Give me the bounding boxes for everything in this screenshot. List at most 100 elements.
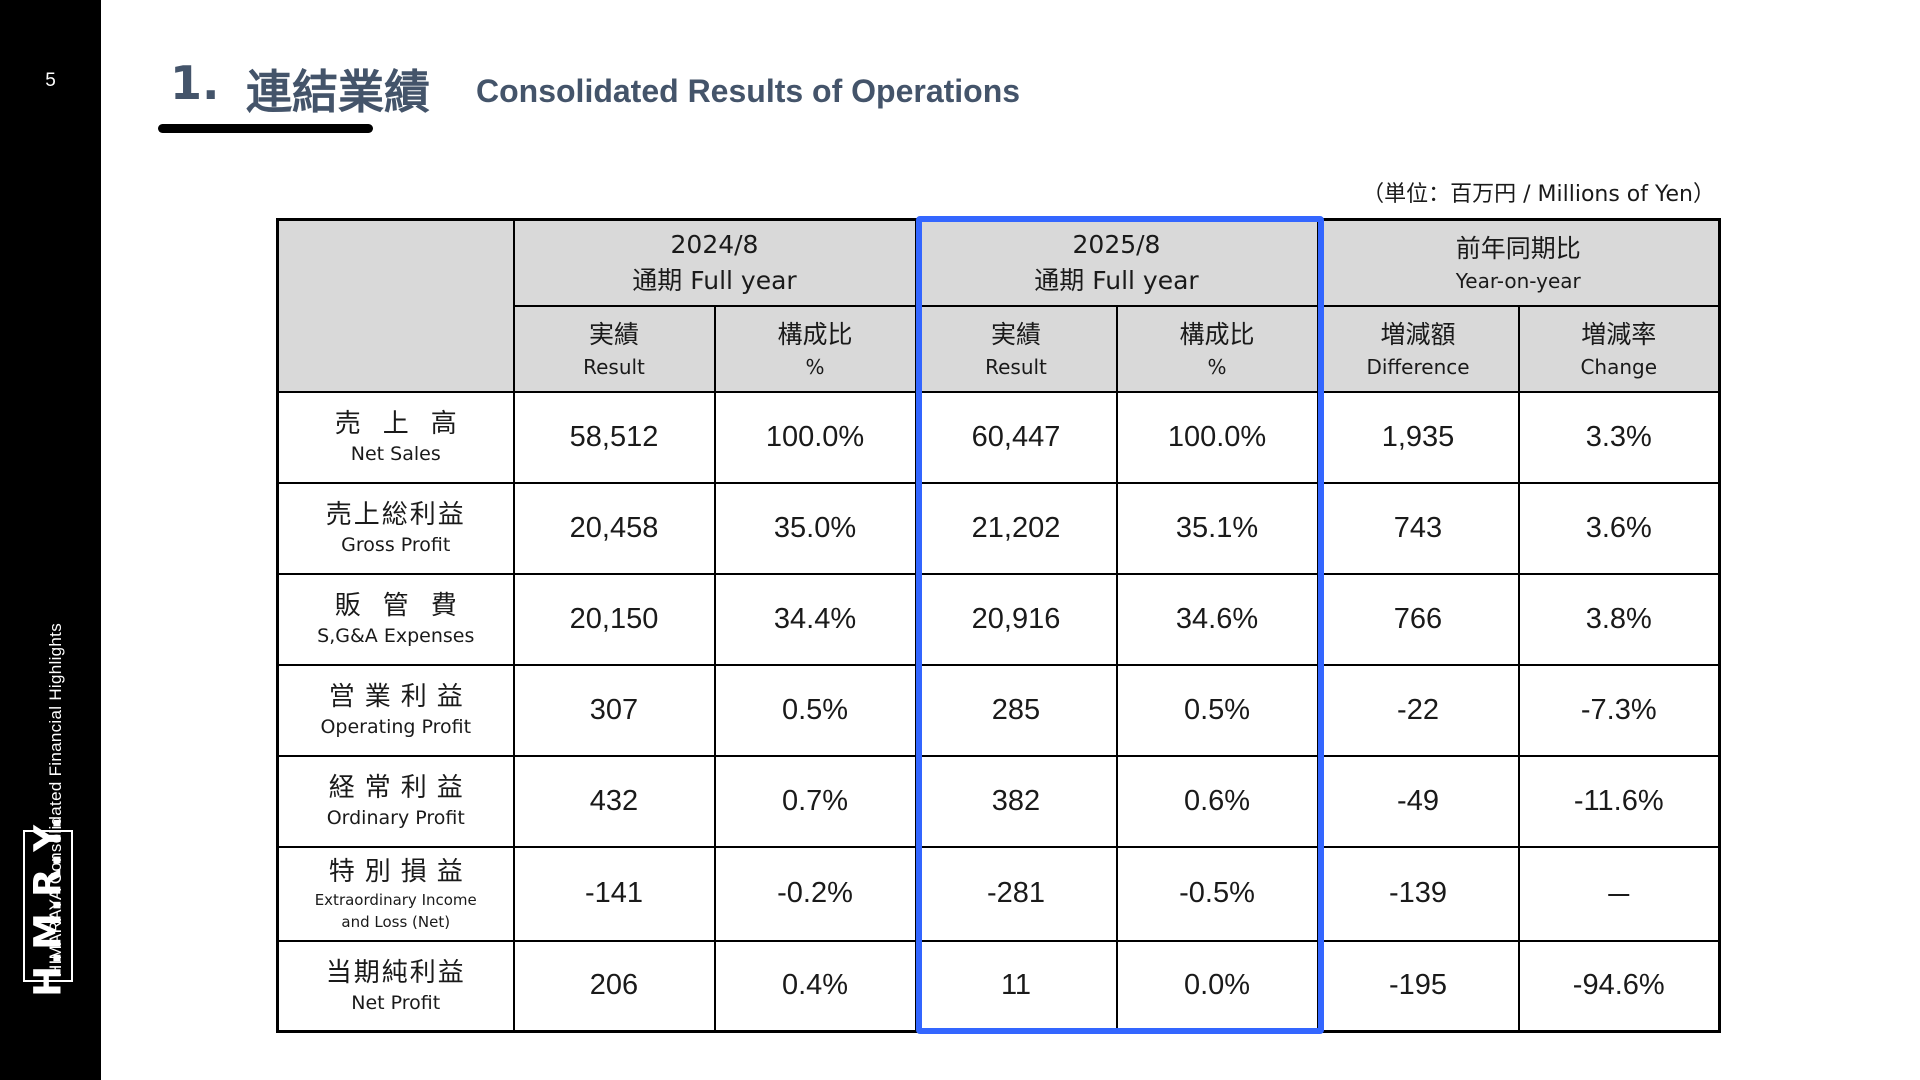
subheader-difference: 増減額 Difference [1316, 304, 1520, 393]
sidebar: 5 HIMARAYA Consolidated Financial Highli… [0, 0, 101, 1080]
subheader-ratio-2024: 構成比% [713, 304, 917, 393]
cell-ratio-2025: 0.5% [1115, 663, 1319, 757]
cell-change: － [1517, 845, 1721, 942]
cell-result-2025: 21,202 [914, 481, 1118, 575]
subheader-en: Result [583, 354, 645, 379]
cell-ratio-2025: 34.6% [1115, 572, 1319, 666]
cell-ratio-2024: 0.5% [713, 663, 917, 757]
cell-change: 3.3% [1517, 390, 1721, 484]
group-label: 通期 Full year [632, 265, 797, 295]
subheader-result-2025: 実績 Result [914, 304, 1118, 393]
subheader-ja: 増減額 [1380, 319, 1456, 349]
cell-ratio-2024: 0.4% [713, 939, 917, 1033]
cell-result-2024: 206 [512, 939, 716, 1033]
cell-difference: -22 [1316, 663, 1520, 757]
cell-difference: -139 [1316, 845, 1520, 942]
row-label-ja: 特別損益 [328, 856, 473, 887]
cell-result-2025: 60,447 [914, 390, 1118, 484]
cell-result-2025: -281 [914, 845, 1118, 942]
cell-result-2024: 307 [512, 663, 716, 757]
cell-result-2025: 382 [914, 754, 1118, 848]
subheader-ja: 構成比 [777, 319, 853, 349]
row-label-en: Extraordinary Income and Loss (Net) [314, 890, 477, 931]
cell-result-2025: 285 [914, 663, 1118, 757]
subheader-en: Difference [1366, 354, 1470, 379]
cell-ratio-2024: 35.0% [713, 481, 917, 575]
cell-difference: -49 [1316, 754, 1520, 848]
table-row: 経常利益 Ordinary Profit 432 0.7% 382 0.6% -4… [276, 754, 1721, 848]
subheader-ja: 構成比 [1179, 319, 1255, 349]
cell-result-2025: 11 [914, 939, 1118, 1033]
title-japanese: 連結業績 [246, 65, 430, 119]
subheader-ja: 実績 [990, 319, 1041, 349]
subheader-en: % [1207, 354, 1227, 379]
subheader-ja: 増減率 [1581, 319, 1657, 349]
cell-ratio-2024: 0.7% [713, 754, 917, 848]
row-label-ja: 当期純利益 [325, 957, 466, 988]
cell-ratio-2025: 0.0% [1115, 939, 1319, 1033]
cell-result-2024: 432 [512, 754, 716, 848]
row-label-ja: 営業利益 [328, 682, 473, 712]
cell-difference: 1,935 [1316, 390, 1520, 484]
group-header-2025: 2025/8 通期 Full year [914, 218, 1319, 307]
cell-change: -94.6% [1517, 939, 1721, 1033]
page-number: 5 [45, 70, 56, 91]
table-row: 特別損益 Extraordinary Income and Loss (Net) … [276, 845, 1721, 942]
group-header-yoy: 前年同期比 Year-on-year [1316, 218, 1721, 307]
table-row: 営業利益 Operating Profit 307 0.5% 285 0.5% -… [276, 663, 1721, 757]
group-label: 通期 Full year [1034, 265, 1199, 295]
group-period: 前年同期比 [1455, 233, 1581, 263]
table-row: 販管費 S,G&A Expenses 20,150 34.4% 20,916 34… [276, 572, 1721, 666]
subheader-result-2024: 実績 Result [512, 304, 716, 393]
cell-ratio-2024: 34.4% [713, 572, 917, 666]
row-label-ja: 経常利益 [328, 773, 473, 803]
cell-difference: 743 [1316, 481, 1520, 575]
section-number: 1. [170, 56, 220, 110]
company-logo: H.M.R.Y. [23, 815, 73, 997]
logo-text: H.M.R.Y. [26, 815, 70, 997]
row-label-en: Ordinary Profit [326, 807, 465, 829]
cell-result-2024: -141 [512, 845, 716, 942]
table-row: 売上総利益 Gross Profit 20,458 35.0% 21,202 35… [276, 481, 1721, 575]
cell-change: 3.8% [1517, 572, 1721, 666]
row-label-en: Net Sales [350, 443, 441, 465]
row-label-ja: 売上総利益 [325, 500, 466, 530]
cell-change: -11.6% [1517, 754, 1721, 848]
row-label-ja: 売上高 [334, 409, 479, 439]
group-period: 2025/8 [1072, 229, 1161, 259]
row-label: 売上総利益 Gross Profit [276, 481, 515, 575]
row-label-en: Net Profit [351, 991, 441, 1014]
row-label: 販管費 S,G&A Expenses [276, 572, 515, 666]
row-label: 売上高 Net Sales [276, 390, 515, 484]
cell-result-2024: 20,458 [512, 481, 716, 575]
row-label: 営業利益 Operating Profit [276, 663, 515, 757]
row-label-en: Operating Profit [320, 716, 472, 738]
cell-ratio-2025: 0.6% [1115, 754, 1319, 848]
table-row: 売上高 Net Sales 58,512 100.0% 60,447 100.0%… [276, 390, 1721, 484]
cell-ratio-2025: 100.0% [1115, 390, 1319, 484]
cell-difference: 766 [1316, 572, 1520, 666]
corner-header [276, 218, 515, 393]
row-label-en: Gross Profit [341, 534, 451, 556]
cell-ratio-2024: 100.0% [713, 390, 917, 484]
cell-result-2024: 58,512 [512, 390, 716, 484]
row-label: 特別損益 Extraordinary Income and Loss (Net) [276, 845, 515, 942]
subheader-en: Change [1580, 354, 1658, 379]
group-period: 2024/8 [670, 229, 759, 259]
cell-ratio-2025: 35.1% [1115, 481, 1319, 575]
cell-result-2025: 20,916 [914, 572, 1118, 666]
subheader-en: Result [985, 354, 1047, 379]
cell-ratio-2025: -0.5% [1115, 845, 1319, 942]
cell-difference: -195 [1316, 939, 1520, 1033]
unit-note: （単位：百万円 / Millions of Yen） [1362, 182, 1715, 207]
subheader-change: 増減率 Change [1517, 304, 1721, 393]
cell-change: -7.3% [1517, 663, 1721, 757]
cell-ratio-2024: -0.2% [713, 845, 917, 942]
row-label-en: S,G&A Expenses [317, 625, 475, 647]
results-table: 2024/8 通期 Full year 2025/8 通期 Full year … [276, 218, 1721, 1033]
row-label: 経常利益 Ordinary Profit [276, 754, 515, 848]
group-label: Year-on-year [1455, 268, 1581, 293]
title-english: Consolidated Results of Operations [476, 73, 1021, 109]
group-header-2024: 2024/8 通期 Full year [512, 218, 917, 307]
row-label-ja: 販管費 [334, 591, 479, 621]
